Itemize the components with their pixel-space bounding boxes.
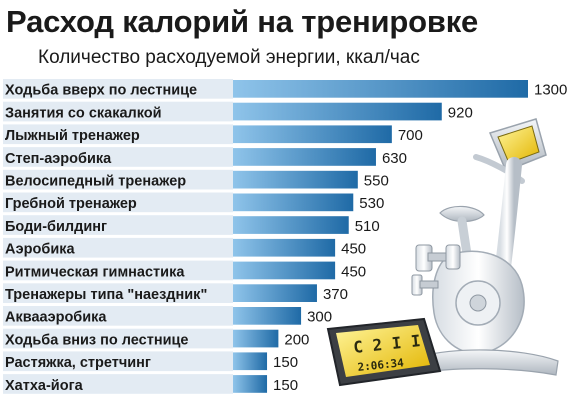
bar [233, 80, 528, 98]
value-label: 510 [355, 218, 380, 235]
row-label-background [3, 328, 233, 349]
value-label: 450 [341, 263, 366, 280]
chart-title: Расход калорий на тренировке [6, 4, 479, 39]
bar [233, 216, 349, 234]
value-label: 150 [273, 377, 298, 394]
row-label-background [3, 283, 233, 303]
bar [233, 193, 354, 212]
dumbbell-icon [415, 244, 461, 272]
category-label: Занятия со скакалкой [5, 105, 162, 121]
category-label: Аквааэробика [5, 310, 107, 326]
row-label-background [3, 237, 233, 258]
category-label: Ходьба вверх по лестнице [5, 83, 197, 99]
row-label-background [3, 147, 233, 167]
row-label-background [3, 374, 233, 394]
value-label: 630 [382, 150, 407, 167]
row-label-background [3, 260, 233, 281]
value-label: 300 [307, 309, 332, 326]
row-label-background [3, 306, 233, 326]
category-label: Растяжка, стретчинг [5, 355, 151, 371]
category-label: Аэробика [5, 242, 75, 258]
category-label: Ходьба вниз по лестнице [5, 332, 189, 348]
value-label: 450 [341, 241, 366, 258]
row-label-background [3, 169, 233, 190]
category-label: Тренажеры типа "наездник" [5, 287, 207, 303]
value-label: 1300 [534, 82, 567, 99]
row-label-background [3, 351, 233, 372]
category-label: Велосипедный тренажер [5, 174, 186, 190]
bar [233, 238, 336, 257]
bar [233, 375, 268, 393]
row-label-background [3, 215, 233, 235]
row-label-background [3, 79, 233, 99]
bar [233, 125, 392, 144]
display-line2: 2:06:34 [357, 356, 405, 374]
bar [233, 284, 317, 302]
exercise-bike-illustration: C 2 I I 2:06:34 [326, 118, 559, 387]
value-label: 550 [364, 173, 389, 190]
bar [233, 261, 336, 280]
value-label: 920 [448, 104, 473, 121]
bar [233, 102, 442, 121]
bar [233, 170, 358, 189]
category-label: Ритмическая гимнастика [5, 264, 185, 280]
bar [233, 307, 302, 325]
category-label: Степ-аэробика [5, 151, 112, 167]
value-label: 150 [273, 354, 298, 371]
bar [233, 352, 268, 371]
category-label: Лыжный тренажер [5, 128, 140, 144]
value-label: 530 [359, 195, 384, 212]
row-label-background [3, 101, 233, 122]
category-label: Хатха-йога [5, 378, 84, 394]
value-label: 370 [323, 286, 348, 303]
row-label-background [3, 192, 233, 213]
stopwatch-display: C 2 I I 2:06:34 [326, 317, 442, 387]
value-label: 200 [284, 331, 309, 348]
bar [233, 329, 279, 348]
chart-subtitle: Количество расходуемой энергии, ккал/час [38, 47, 420, 68]
row-label-background [3, 124, 233, 145]
category-label: Боди-билдинг [5, 219, 107, 235]
category-label: Гребной тренажер [5, 196, 137, 212]
bar [233, 148, 376, 166]
value-label: 700 [398, 127, 423, 144]
